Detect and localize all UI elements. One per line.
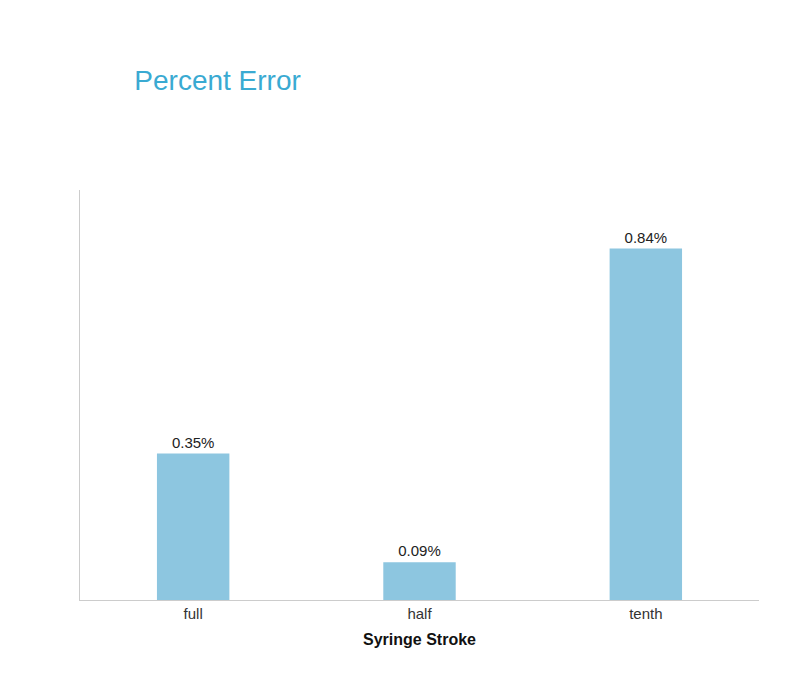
- svg-text:half: half: [407, 605, 432, 622]
- svg-text:Syringe Stroke: Syringe Stroke: [363, 631, 476, 648]
- svg-text:0.09%: 0.09%: [398, 542, 441, 559]
- svg-text:full: full: [184, 605, 203, 622]
- svg-text:0.84%: 0.84%: [625, 229, 668, 246]
- svg-text:tenth: tenth: [629, 605, 662, 622]
- svg-text:0.35%: 0.35%: [172, 434, 215, 451]
- svg-text:Percent Error: Percent Error: [134, 65, 301, 96]
